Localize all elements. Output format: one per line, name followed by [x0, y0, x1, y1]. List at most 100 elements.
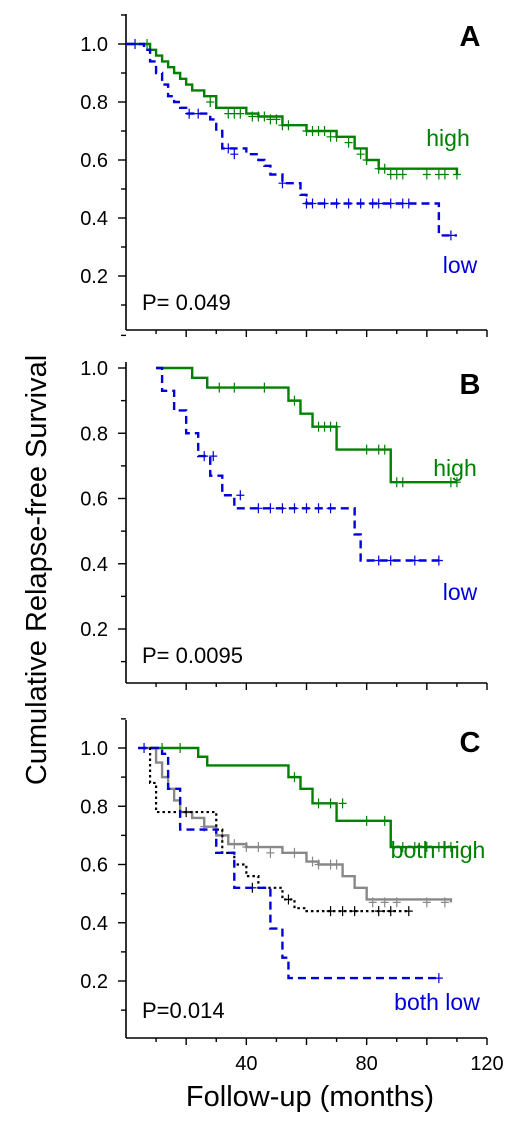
censor-mark: [326, 503, 335, 514]
censor-mark: [272, 114, 281, 125]
y-tick-label: 0.2: [80, 619, 108, 641]
censor-mark: [374, 198, 383, 209]
censor-mark: [224, 143, 233, 154]
censor-mark: [206, 97, 215, 107]
censor-mark: [374, 906, 383, 917]
censor-mark: [266, 847, 275, 858]
censor-mark: [326, 906, 335, 917]
censor-mark: [356, 149, 365, 160]
censor-mark: [368, 897, 377, 908]
censor-mark: [398, 477, 407, 488]
censor-mark: [332, 859, 341, 870]
censor-mark: [284, 120, 293, 131]
censor-mark: [209, 451, 218, 462]
censor-mark: [338, 906, 347, 917]
series-line: [144, 746, 453, 903]
censor-mark: [380, 163, 389, 174]
y-tick-label: 0.8: [80, 92, 108, 114]
x-tick-label: 120: [470, 1053, 503, 1075]
series-label: high: [426, 125, 469, 151]
y-tick-label: 0.6: [80, 855, 108, 877]
censor-mark: [356, 198, 365, 209]
censor-mark: [320, 198, 329, 209]
series-low: [156, 366, 443, 566]
y-tick-label: 0.4: [80, 913, 108, 935]
censor-mark: [386, 198, 395, 209]
series-line: [144, 746, 409, 913]
censor-mark: [332, 421, 341, 432]
censor-mark: [380, 815, 389, 826]
censor-mark: [404, 198, 413, 209]
censor-mark: [422, 169, 431, 180]
censor-mark: [350, 906, 359, 917]
censor-mark: [131, 39, 140, 49]
y-tick-label: 0.2: [80, 971, 108, 993]
panel-letter: A: [460, 21, 481, 53]
series-line: [156, 366, 439, 562]
y-tick-label: 1.0: [80, 358, 108, 380]
series-solid-888888: [144, 746, 453, 908]
censor-mark: [326, 798, 335, 809]
censor-mark: [185, 108, 194, 119]
censor-mark: [392, 897, 401, 908]
series-line: [156, 366, 457, 484]
censor-mark: [260, 111, 269, 122]
y-tick-label: 1.0: [80, 738, 108, 760]
series-label: both low: [394, 989, 480, 1015]
censor-mark: [422, 842, 431, 853]
censor-mark: [386, 555, 395, 566]
x-tick-label: 40: [235, 1053, 257, 1075]
x-tick-label: 80: [356, 1053, 378, 1075]
series-label: low: [443, 252, 478, 278]
series-low: [126, 39, 457, 241]
y-tick-label: 0.4: [80, 554, 108, 576]
censor-mark: [434, 973, 443, 984]
censor-mark: [410, 842, 419, 853]
censor-mark: [290, 772, 299, 783]
censor-mark: [290, 503, 299, 514]
censor-mark: [440, 169, 449, 180]
censor-mark: [422, 897, 431, 908]
censor-mark: [230, 839, 239, 850]
censor-mark: [176, 743, 185, 753]
censor-mark: [446, 230, 455, 241]
y-tick-label: 0.8: [80, 423, 108, 445]
censor-mark: [440, 897, 449, 908]
censor-mark: [374, 555, 383, 566]
censor-mark: [338, 798, 347, 809]
series-line: [150, 746, 457, 849]
censor-mark: [410, 555, 419, 566]
censor-mark: [200, 451, 209, 462]
censor-mark: [332, 198, 341, 209]
series-both-high: [150, 743, 457, 853]
series-line: [126, 42, 457, 237]
censor-mark: [314, 503, 323, 514]
censor-mark: [215, 382, 224, 393]
censor-mark: [386, 906, 395, 917]
y-tick-label: 0.2: [80, 266, 108, 288]
censor-mark: [194, 108, 203, 119]
censor-mark: [398, 842, 407, 853]
censor-mark: [260, 382, 269, 393]
y-tick-label: 0.6: [80, 150, 108, 172]
censor-mark: [266, 503, 275, 514]
censor-mark: [290, 847, 299, 858]
series-dotted-000000: [144, 746, 413, 917]
censor-mark: [284, 894, 293, 905]
censor-mark: [314, 798, 323, 809]
censor-mark: [452, 169, 461, 180]
censor-mark: [140, 743, 149, 753]
censor-mark: [332, 131, 341, 142]
series-both-low: [138, 743, 443, 984]
censor-mark: [380, 897, 389, 908]
y-tick-label: 0.6: [80, 489, 108, 511]
series-label: both high: [391, 837, 486, 863]
series-high: [126, 39, 461, 180]
censor-mark: [362, 155, 371, 165]
censor-mark: [398, 169, 407, 180]
censor-mark: [434, 555, 443, 566]
series-high: [156, 366, 461, 488]
